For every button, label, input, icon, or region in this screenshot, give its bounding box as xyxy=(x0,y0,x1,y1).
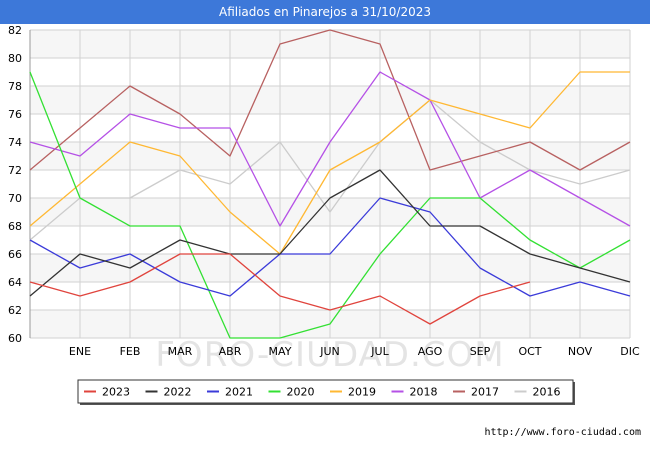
legend-label-2019: 2019 xyxy=(348,386,376,399)
x-tick-label: ENE xyxy=(69,345,91,358)
legend-label-2017: 2017 xyxy=(471,386,499,399)
series-line-2021 xyxy=(29,197,631,297)
legend-label-2021: 2021 xyxy=(225,386,253,399)
series-line-2023 xyxy=(29,253,531,325)
series-line-2017 xyxy=(29,29,631,171)
x-tick-label: DIC xyxy=(620,345,640,358)
legend: 2023 2022 2021 2020 2019 2018 2017 2016 xyxy=(77,379,575,405)
y-axis-ticks: 60 62 64 66 68 70 72 74 76 78 80 82 xyxy=(8,24,22,345)
x-tick-label: JUN xyxy=(319,345,340,358)
y-tick-label: 78 xyxy=(8,80,22,93)
series-line-2018 xyxy=(29,71,631,227)
x-tick-label: FEB xyxy=(120,345,141,358)
chart-title: Afiliados en Pinarejos a 31/10/2023 xyxy=(0,0,650,24)
y-tick-label: 68 xyxy=(8,220,22,233)
y-tick-label: 62 xyxy=(8,304,22,317)
y-tick-label: 80 xyxy=(8,52,22,65)
series-lines xyxy=(29,29,631,339)
watermark: FORO-CIUDAD.COM xyxy=(155,335,504,375)
y-tick-label: 74 xyxy=(8,136,22,149)
x-tick-label: SEP xyxy=(470,345,491,358)
legend-box xyxy=(77,379,574,404)
y-tick-label: 64 xyxy=(8,276,22,289)
legend-label-2016: 2016 xyxy=(533,386,561,399)
x-axis-ticks: ENE FEB MAR ABR MAY JUN JUL AGO SEP OCT NOV DIC xyxy=(69,345,640,358)
x-tick-label: OCT xyxy=(518,345,541,358)
y-tick-label: 66 xyxy=(8,248,22,261)
source-url: http://www.foro-ciudad.com xyxy=(484,427,641,438)
legend-label-2022: 2022 xyxy=(164,386,192,399)
y-tick-label: 82 xyxy=(8,24,22,37)
y-tick-label: 72 xyxy=(8,164,22,177)
y-tick-label: 70 xyxy=(8,192,22,205)
x-tick-label: JUL xyxy=(370,345,389,358)
legend-label-2018: 2018 xyxy=(410,386,438,399)
series-line-2022 xyxy=(29,169,631,297)
legend-label-2023: 2023 xyxy=(102,386,130,399)
x-tick-label: NOV xyxy=(568,345,593,358)
x-tick-label: MAY xyxy=(269,345,292,358)
series-line-2020 xyxy=(29,71,631,339)
x-tick-label: MAR xyxy=(168,345,193,358)
series-line-2019 xyxy=(29,71,630,255)
y-tick-label: 76 xyxy=(8,108,22,121)
y-tick-label: 60 xyxy=(8,332,22,345)
x-tick-label: ABR xyxy=(219,345,242,358)
x-tick-label: AGO xyxy=(418,345,443,358)
legend-label-2020: 2020 xyxy=(287,386,315,399)
